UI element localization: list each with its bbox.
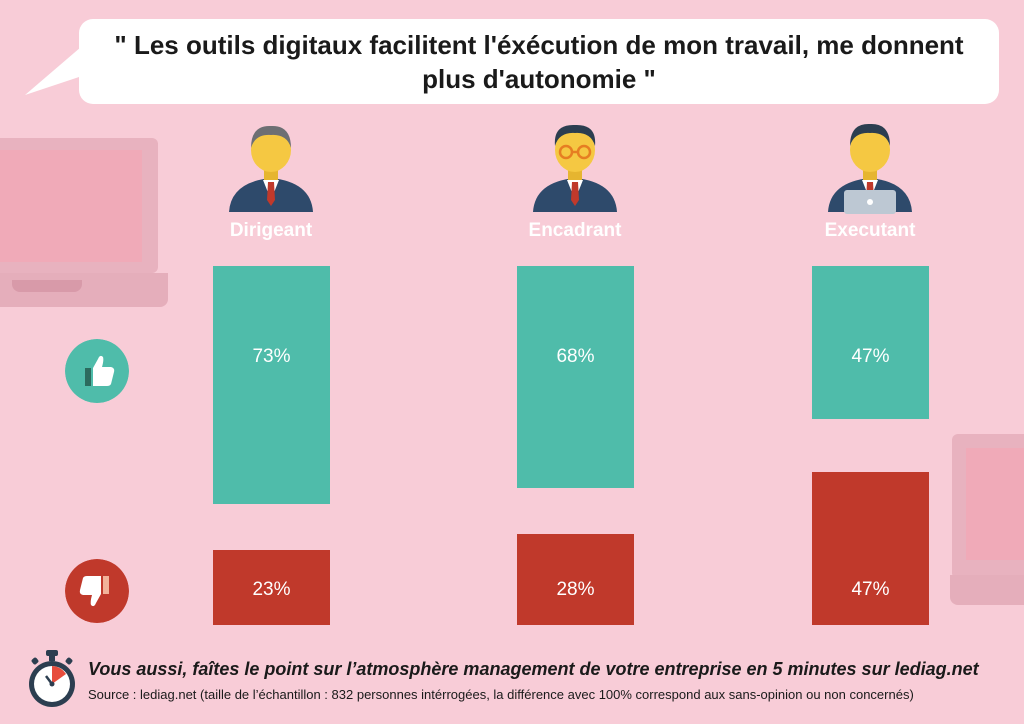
- decorative-laptop-left-notch: [12, 280, 82, 292]
- footer-source-note: Source : lediag.net (taille de l’échanti…: [88, 687, 914, 702]
- positive-value-label-dirigeant: 73%: [252, 346, 291, 367]
- positive-value-label-encadrant: 68%: [556, 346, 595, 367]
- positive-bar-executant: 47%: [812, 266, 929, 420]
- executive-avatar-icon: [229, 125, 313, 212]
- thumbs-up-icon: [65, 339, 129, 403]
- negative-value-label-executant: 47%: [851, 578, 890, 600]
- category-label-executant: Executant: [824, 220, 916, 241]
- decorative-laptop-right-base: [950, 575, 1024, 605]
- positive-bar-encadrant: 68%: [517, 266, 634, 488]
- chart-title: " Les outils digitaux facilitent l'éxécu…: [114, 29, 964, 94]
- negative-bar-executant: 47%: [812, 471, 929, 625]
- negative-value-label-dirigeant: 23%: [252, 578, 291, 600]
- speech-bubble: " Les outils digitaux facilitent l'éxécu…: [79, 19, 999, 104]
- footer-call-to-action: Vous aussi, faîtes le point sur l’atmosp…: [88, 659, 979, 679]
- category-label-dirigeant: Dirigeant: [229, 220, 313, 241]
- negative-value-label-encadrant: 28%: [556, 578, 595, 600]
- negative-bar-dirigeant: 23%: [213, 550, 330, 625]
- negative-bar-encadrant: 28%: [517, 533, 634, 625]
- positive-bar-dirigeant: 73%: [213, 266, 330, 504]
- employee-with-laptop-avatar-icon: [828, 123, 912, 214]
- decorative-laptop-left-screen: [0, 150, 142, 262]
- decorative-laptop-right-screen: [966, 448, 1024, 560]
- manager-with-glasses-avatar-icon: [533, 124, 617, 212]
- category-label-encadrant: Encadrant: [528, 220, 622, 241]
- positive-value-label-executant: 47%: [851, 346, 890, 367]
- thumbs-down-icon: [65, 559, 129, 623]
- stopwatch-icon: [29, 650, 75, 707]
